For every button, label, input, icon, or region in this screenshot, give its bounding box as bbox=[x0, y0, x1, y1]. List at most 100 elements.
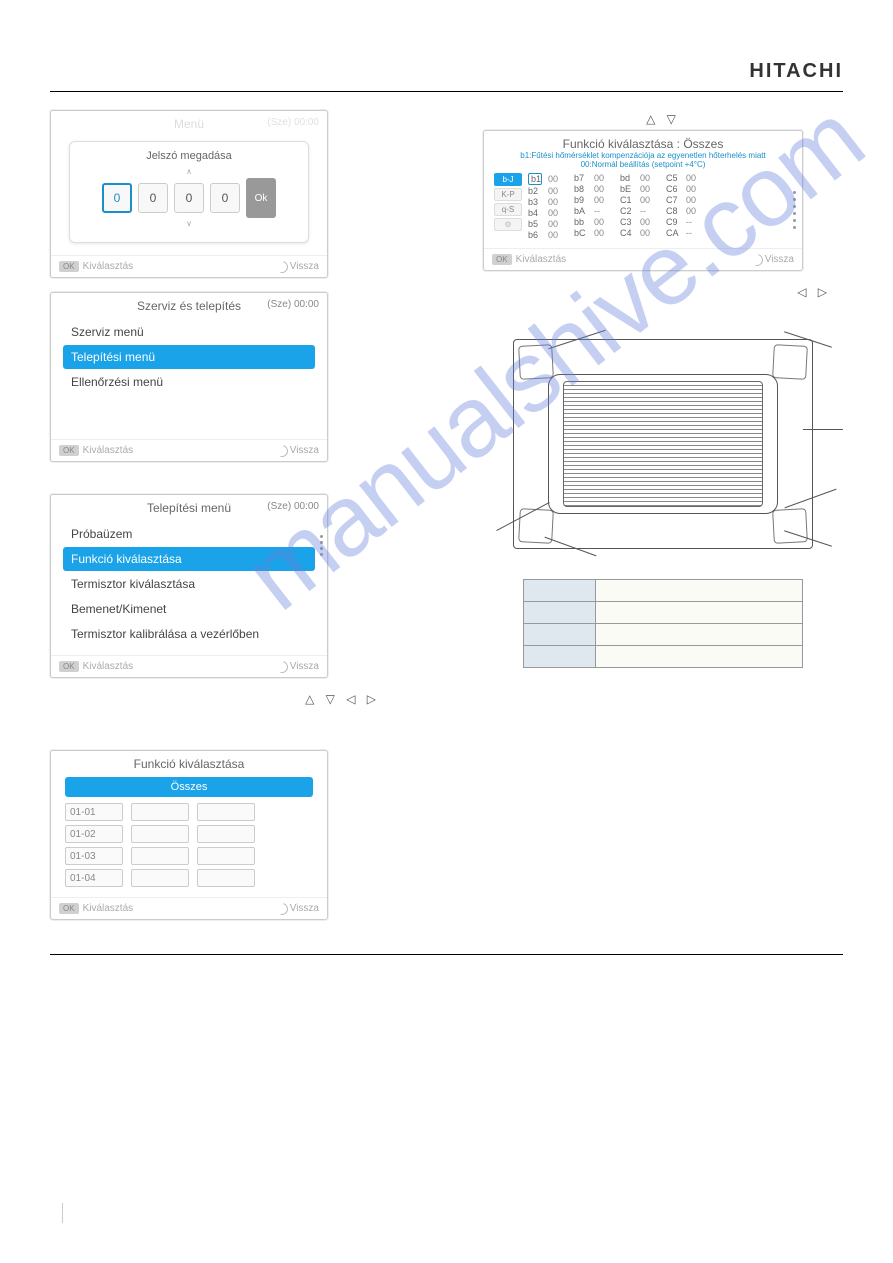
screen-fn-select: Funkció kiválasztása Összes 01-01 01-02 … bbox=[50, 750, 328, 920]
fn-val: 00 bbox=[640, 217, 656, 227]
fn-col-4: C500 C600 C700 C800 C9-- CA-- bbox=[666, 173, 702, 240]
fn-val: 00 bbox=[548, 197, 564, 207]
fn-val: 00 bbox=[594, 195, 610, 205]
table-cell bbox=[524, 646, 596, 668]
fn-val: 00 bbox=[640, 184, 656, 194]
tab-gear-icon[interactable]: ⚙ bbox=[494, 218, 522, 231]
menu-item-ellenorzesi[interactable]: Ellenőrzési menü bbox=[63, 370, 315, 394]
fn-key[interactable]: CA bbox=[666, 228, 680, 238]
fn-val: 00 bbox=[594, 228, 610, 238]
back-icon[interactable] bbox=[274, 442, 290, 458]
fn-key[interactable]: bE bbox=[620, 184, 634, 194]
fn-key[interactable]: C2 bbox=[620, 206, 634, 216]
back-icon[interactable] bbox=[274, 900, 290, 916]
nav-arrows-r-bot: ◁ ▷ bbox=[483, 285, 843, 299]
fn-key[interactable]: b6 bbox=[528, 230, 542, 240]
menu-item-probauzem[interactable]: Próbaüzem bbox=[63, 522, 315, 546]
screen5-sub2: 00:Normál beállítás (setpoint +4°C) bbox=[484, 160, 802, 169]
unit-01-02[interactable]: 01-02 bbox=[65, 825, 123, 843]
unit-01-03[interactable]: 01-03 bbox=[65, 847, 123, 865]
tab-kp[interactable]: K-P bbox=[494, 188, 522, 201]
fn-key[interactable]: bA bbox=[574, 206, 588, 216]
menu-item-szerviz[interactable]: Szerviz menü bbox=[63, 320, 315, 344]
unit-empty[interactable] bbox=[197, 825, 255, 843]
fn-key[interactable]: C5 bbox=[666, 173, 680, 183]
screen5-sub1: b1:Fűtési hőmérséklet kompenzációja az e… bbox=[484, 151, 802, 160]
menu-item-telepitesi[interactable]: Telepítési menü bbox=[63, 345, 315, 369]
fn-val: 00 bbox=[640, 228, 656, 238]
table-cell bbox=[596, 580, 803, 602]
unit-empty[interactable] bbox=[197, 847, 255, 865]
unit-01-01[interactable]: 01-01 bbox=[65, 803, 123, 821]
fn-val: -- bbox=[686, 217, 702, 227]
arrow-down-icon[interactable]: ∨ bbox=[80, 220, 298, 228]
unit-empty[interactable] bbox=[131, 825, 189, 843]
unit-empty[interactable] bbox=[197, 803, 255, 821]
brand-logo: HITACHI bbox=[50, 50, 843, 92]
back-icon[interactable] bbox=[274, 658, 290, 674]
fn-key[interactable]: b2 bbox=[528, 186, 542, 196]
fn-val: 00 bbox=[686, 206, 702, 216]
fn-val: -- bbox=[640, 206, 656, 216]
fn-key[interactable]: C9 bbox=[666, 217, 680, 227]
fn-key[interactable]: b8 bbox=[574, 184, 588, 194]
all-button[interactable]: Összes bbox=[65, 777, 313, 797]
fn-key[interactable]: b7 bbox=[574, 173, 588, 183]
fn-key[interactable]: bd bbox=[620, 173, 634, 183]
back-icon[interactable] bbox=[274, 258, 290, 274]
screen-fn-all: Funkció kiválasztása : Összes b1:Fűtési … bbox=[483, 130, 803, 271]
fn-key[interactable]: b1 bbox=[528, 173, 542, 185]
password-label: Jelszó megadása bbox=[80, 150, 298, 162]
unit-empty[interactable] bbox=[131, 869, 189, 887]
fn-val: 00 bbox=[548, 186, 564, 196]
menu-item-bemenet[interactable]: Bemenet/Kimenet bbox=[63, 597, 315, 621]
fn-key[interactable]: C6 bbox=[666, 184, 680, 194]
cassette-diagram bbox=[503, 329, 823, 559]
fn-val: 00 bbox=[686, 173, 702, 183]
footer-back-label: Vissza bbox=[765, 254, 794, 265]
menu-item-funkcio[interactable]: Funkció kiválasztása bbox=[63, 547, 315, 571]
tab-qs[interactable]: q-S bbox=[494, 203, 522, 216]
fn-key[interactable]: C3 bbox=[620, 217, 634, 227]
screen2-time: (Sze) 00:00 bbox=[267, 299, 319, 310]
unit-empty[interactable] bbox=[197, 869, 255, 887]
footer-ok-chip: OK bbox=[59, 261, 79, 272]
back-icon[interactable] bbox=[749, 251, 765, 267]
fn-val: -- bbox=[686, 228, 702, 238]
pw-ok-button[interactable]: Ok bbox=[246, 178, 276, 218]
pw-digit-1[interactable]: 0 bbox=[102, 183, 132, 213]
fn-val: 00 bbox=[640, 195, 656, 205]
fn-key[interactable]: C7 bbox=[666, 195, 680, 205]
pw-digit-4[interactable]: 0 bbox=[210, 183, 240, 213]
unit-empty[interactable] bbox=[131, 803, 189, 821]
unit-01-04[interactable]: 01-04 bbox=[65, 869, 123, 887]
tab-bj[interactable]: b-J bbox=[494, 173, 522, 186]
fn-val: 00 bbox=[594, 184, 610, 194]
fn-key[interactable]: b5 bbox=[528, 219, 542, 229]
fn-key[interactable]: b3 bbox=[528, 197, 542, 207]
fn-val: 00 bbox=[548, 219, 564, 229]
footer-select-label: Kiválasztás bbox=[83, 261, 134, 272]
screen4-title: Funkció kiválasztása bbox=[51, 751, 327, 773]
fn-key[interactable]: C4 bbox=[620, 228, 634, 238]
footer-back-label: Vissza bbox=[290, 261, 319, 272]
pw-digit-2[interactable]: 0 bbox=[138, 183, 168, 213]
fn-key[interactable]: bb bbox=[574, 217, 588, 227]
nav-arrows-r-top: △ ▽ bbox=[483, 112, 843, 126]
fn-key[interactable]: b4 bbox=[528, 208, 542, 218]
menu-item-termisztor-sel[interactable]: Termisztor kiválasztása bbox=[63, 572, 315, 596]
fn-val: 00 bbox=[686, 195, 702, 205]
unit-empty[interactable] bbox=[131, 847, 189, 865]
arrow-up-icon[interactable]: ∧ bbox=[80, 168, 298, 176]
fn-key[interactable]: C8 bbox=[666, 206, 680, 216]
fn-key[interactable]: b9 bbox=[574, 195, 588, 205]
fn-key[interactable]: bC bbox=[574, 228, 588, 238]
pw-digit-3[interactable]: 0 bbox=[174, 183, 204, 213]
fn-val: 00 bbox=[594, 173, 610, 183]
password-dialog: Jelszó megadása ∧ 0 0 0 0 Ok ∨ bbox=[69, 141, 309, 243]
fn-key[interactable]: C1 bbox=[620, 195, 634, 205]
menu-item-termisztor-cal[interactable]: Termisztor kalibrálása a vezérlőben bbox=[63, 622, 315, 646]
screen-service: Szerviz és telepítés (Sze) 00:00 Szerviz… bbox=[50, 292, 328, 462]
table-cell bbox=[524, 602, 596, 624]
screen5-title: Funkció kiválasztása : Összes bbox=[484, 131, 802, 153]
